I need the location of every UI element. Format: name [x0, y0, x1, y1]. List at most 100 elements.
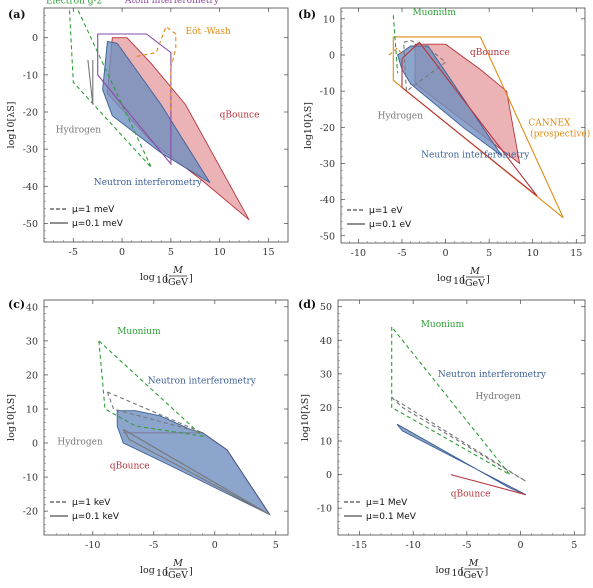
bracket: ]: [485, 566, 489, 577]
legend-label: μ=0.1 MeV: [366, 512, 417, 522]
y-tick-label: -20: [320, 123, 335, 134]
x-axis-label-sub: 10: [156, 568, 168, 579]
annotation-label: Muonium: [412, 8, 456, 18]
y-tick-label: 10: [26, 404, 38, 415]
x-tick-label: 0: [212, 540, 218, 551]
annotation-label: Eöt -Wash: [186, 27, 231, 37]
x-tick-label: -5: [397, 248, 406, 259]
x-axis-label-sub: 10: [452, 568, 464, 579]
bracket: ]: [189, 273, 193, 284]
x-axis-label-log: log: [140, 272, 155, 283]
x-tick-label: 10: [527, 248, 539, 259]
y-tick-label: -50: [320, 231, 335, 242]
y-axis-label: log10[λS]: [6, 102, 17, 149]
y-tick-label: -20: [23, 108, 38, 119]
y-tick-label: -20: [23, 507, 38, 518]
y-tick-label: -30: [320, 159, 335, 170]
x-tick-label: 0: [443, 248, 449, 259]
series-e-t-wash: [136, 25, 177, 112]
x-axis-label-den: GeV: [168, 570, 188, 581]
x-axis-label-num: M: [172, 558, 183, 569]
annotation-label: Hydrogen: [475, 392, 521, 402]
series-hydrogen: [403, 39, 447, 93]
bracket: [: [165, 273, 169, 284]
x-axis-label-sub: 10: [156, 275, 168, 286]
x-tick-label: 5: [273, 540, 279, 551]
y-tick-label: 10: [323, 14, 335, 25]
bracket: [: [461, 566, 465, 577]
series-outer-bound: [401, 41, 538, 197]
x-axis-label-den: GeV: [168, 277, 188, 288]
y-tick-label: 0: [32, 439, 38, 450]
y-tick-label: -10: [320, 87, 335, 98]
series-hydrogen: [87, 59, 94, 105]
annotation-label: Neutron interferometry: [94, 178, 203, 188]
series-muonium: [391, 326, 511, 476]
series-group: [388, 15, 564, 219]
x-tick-label: 5: [486, 248, 492, 259]
y-axis-label: log10[λS]: [6, 394, 17, 441]
panel-c: -10 -5 0 5 40 30 20 10 0 -10 -20 Muonium Neutron int…: [6, 298, 289, 581]
x-tick-label: 15: [262, 247, 274, 258]
x-tick-label: 0: [119, 247, 125, 258]
series-group: [68, 8, 250, 221]
y-tick-label: 0: [329, 51, 335, 62]
y-tick-label: 0: [32, 33, 38, 44]
series-neutron-interferometry: [116, 410, 271, 516]
panel-b: -10 -5 0 5 10 15100-10-20-30-40-50MuoniumqBou…: [298, 7, 590, 289]
panel-label: (d): [298, 298, 316, 311]
x-tick-label: -10: [85, 540, 100, 551]
x-axis-label-log: log: [437, 273, 452, 284]
bracket: ]: [189, 566, 193, 577]
panel-label: (a): [8, 8, 26, 21]
y-tick-label: -10: [23, 473, 38, 484]
y-tick-label: 10: [320, 437, 332, 448]
x-axis-label-sub: 10: [453, 276, 465, 287]
y-tick-label: 50: [320, 302, 332, 313]
x-tick-label: 5: [168, 247, 174, 258]
bracket: [: [462, 274, 466, 285]
legend-label: μ=0.1 keV: [72, 512, 120, 522]
annotation-label: Electron g-2: [46, 0, 102, 7]
plot-frame-d: [337, 299, 586, 536]
y-tick-label: 20: [320, 403, 332, 414]
x-tick-label: -15: [352, 540, 367, 551]
x-tick-label: 0: [518, 540, 524, 551]
annotation-label: Neutron interferometry: [148, 376, 257, 386]
annotation-label: Atom interferometry: [124, 0, 220, 6]
y-axis-label: log10[λS]: [300, 394, 311, 441]
series-neutron-interferometry: [102, 40, 211, 183]
annotation-label: CANNEX: [528, 119, 571, 129]
x-axis-label-num: M: [468, 558, 479, 569]
annotation-label: Hydrogen: [378, 111, 424, 121]
series-neutron-interferometry: [396, 423, 527, 496]
x-tick-label: -10: [351, 248, 366, 259]
y-tick-label: -10: [317, 504, 332, 515]
x-axis-label-num: M: [469, 266, 480, 277]
panel-label: (c): [8, 298, 25, 311]
series-hydrogen-solid: [122, 428, 270, 516]
legend-label: μ=0.1 meV: [72, 219, 124, 229]
y-tick-label: 40: [26, 302, 38, 313]
y-tick-label: -40: [23, 182, 38, 193]
legend-label: μ=1 meV: [72, 205, 115, 215]
series-electron-g-2: [68, 8, 152, 169]
y-tick-label: 20: [26, 370, 38, 381]
x-tick-label: -5: [462, 540, 471, 551]
x-axis-label-log: log: [140, 565, 155, 576]
x-tick-label: 10: [214, 247, 226, 258]
annotation-label: Neutron interferometry: [438, 370, 547, 380]
y-tick-label: 30: [26, 336, 38, 347]
y-tick-label: -40: [320, 195, 335, 206]
x-tick-label: 5: [571, 540, 577, 551]
y-tick-label: 40: [320, 336, 332, 347]
x-tick-label: -10: [406, 540, 421, 551]
series-neutron-interferometry: [397, 45, 503, 157]
x-axis-label-num: M: [172, 265, 183, 276]
legend-label: μ=1 eV: [369, 206, 403, 216]
